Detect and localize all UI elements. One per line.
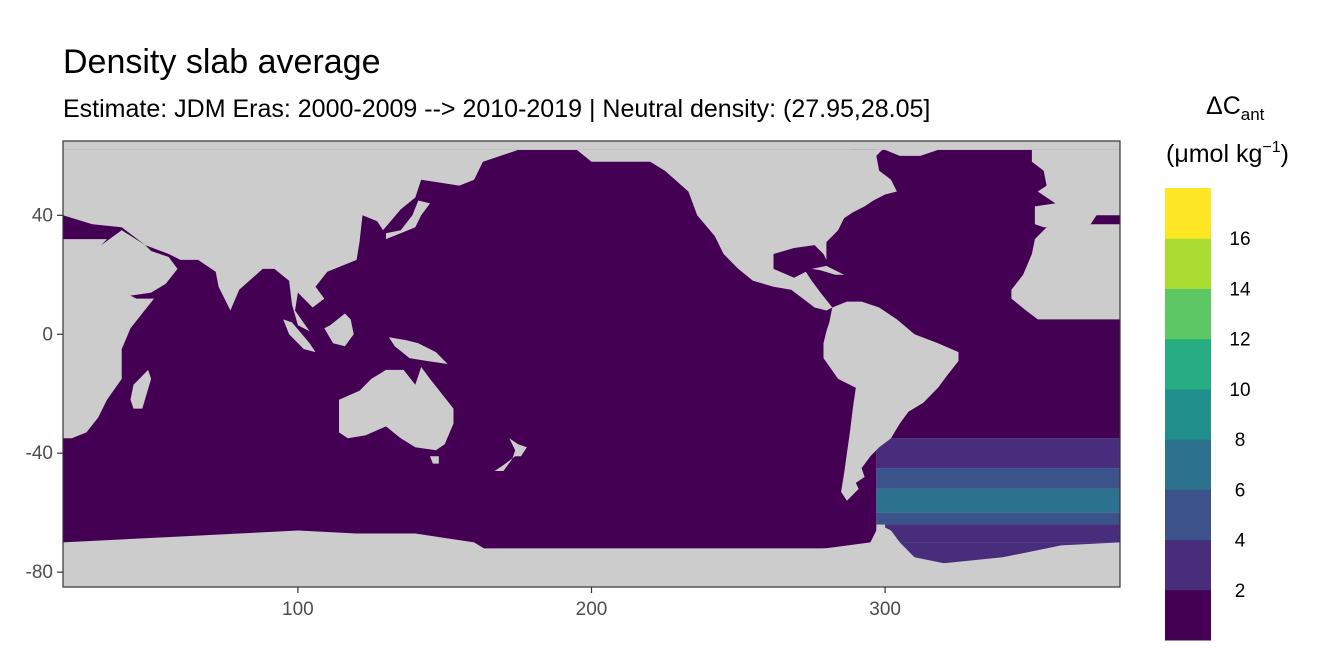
data-cell (885, 524, 1120, 543)
new-guinea-land (388, 337, 448, 364)
cuba-land (811, 265, 844, 275)
legend-swatch (1165, 439, 1211, 490)
antarctica-land (63, 524, 1120, 587)
y-tick-label: 40 (32, 205, 53, 226)
x-tick-label: 300 (869, 599, 901, 620)
chart-subtitle: Estimate: JDM Eras: 2000-2009 --> 2010-2… (63, 95, 930, 123)
y-tick-label: 0 (42, 324, 53, 345)
legend-swatch (1165, 288, 1211, 340)
legend-unit-suffix: ) (1281, 140, 1289, 168)
north-america-land (576, 149, 897, 311)
europe-land (1031, 149, 1120, 228)
africa-land-wrapped (1011, 224, 1120, 320)
legend-swatch (1165, 238, 1211, 289)
legend-unit-prefix: (μmol kg (1166, 140, 1262, 168)
legend-tick-label: 12 (1229, 330, 1250, 351)
data-cell (876, 468, 1120, 489)
colorbar-legend: ΔCant (μmol kg−1) 2 4 6 8 10 12 14 16 (1165, 92, 1289, 641)
legend-swatch (1165, 489, 1211, 541)
legend-swatch (1165, 338, 1211, 390)
legend-tick-label: 14 (1229, 279, 1251, 300)
legend-labels: 2 4 6 8 10 12 14 16 (1229, 229, 1251, 602)
y-tick-label: -40 (26, 443, 53, 464)
legend-unit-exponent: −1 (1262, 139, 1280, 156)
chart-title: Density slab average (63, 43, 381, 81)
legend-swatch (1165, 589, 1211, 641)
legend-tick-label: 10 (1229, 380, 1250, 401)
madagascar-land (130, 369, 152, 409)
tasmania-land (430, 456, 439, 464)
sumatra-land (283, 319, 316, 353)
legend-swatch (1165, 539, 1211, 591)
borneo-land (324, 313, 354, 347)
x-tick-label: 200 (576, 599, 608, 620)
x-tick-label: 100 (282, 599, 314, 620)
australia-land (339, 367, 454, 451)
eurasia-land (63, 149, 519, 332)
legend-tick-label: 4 (1235, 531, 1246, 552)
arabia-land (101, 230, 178, 296)
axes: 40 0 -40 -80 100 200 300 (26, 205, 901, 620)
data-cell (876, 488, 1120, 513)
data-cell (876, 438, 1120, 469)
legend-tick-label: 2 (1235, 581, 1246, 602)
legend-swatch (1165, 388, 1211, 440)
legend-colorbar (1165, 188, 1211, 641)
greenland-land (885, 141, 1003, 156)
japan-land (386, 200, 430, 240)
legend-tick-label: 16 (1229, 229, 1250, 250)
map-layer (63, 141, 1120, 587)
y-tick-label: -80 (26, 562, 53, 583)
legend-title-subscript: ant (1241, 105, 1265, 124)
africa-land (63, 149, 154, 439)
legend-tick-label: 6 (1235, 480, 1246, 501)
new-zealand-land (494, 438, 527, 471)
legend-tick-label: 8 (1235, 430, 1246, 451)
data-cell (876, 512, 1120, 525)
south-america-land (823, 301, 959, 501)
legend-unit: (μmol kg−1) (1166, 139, 1289, 168)
legend-swatch (1165, 188, 1211, 239)
legend-title: ΔCant (1206, 92, 1265, 124)
legend-title-main: ΔC (1206, 92, 1241, 120)
